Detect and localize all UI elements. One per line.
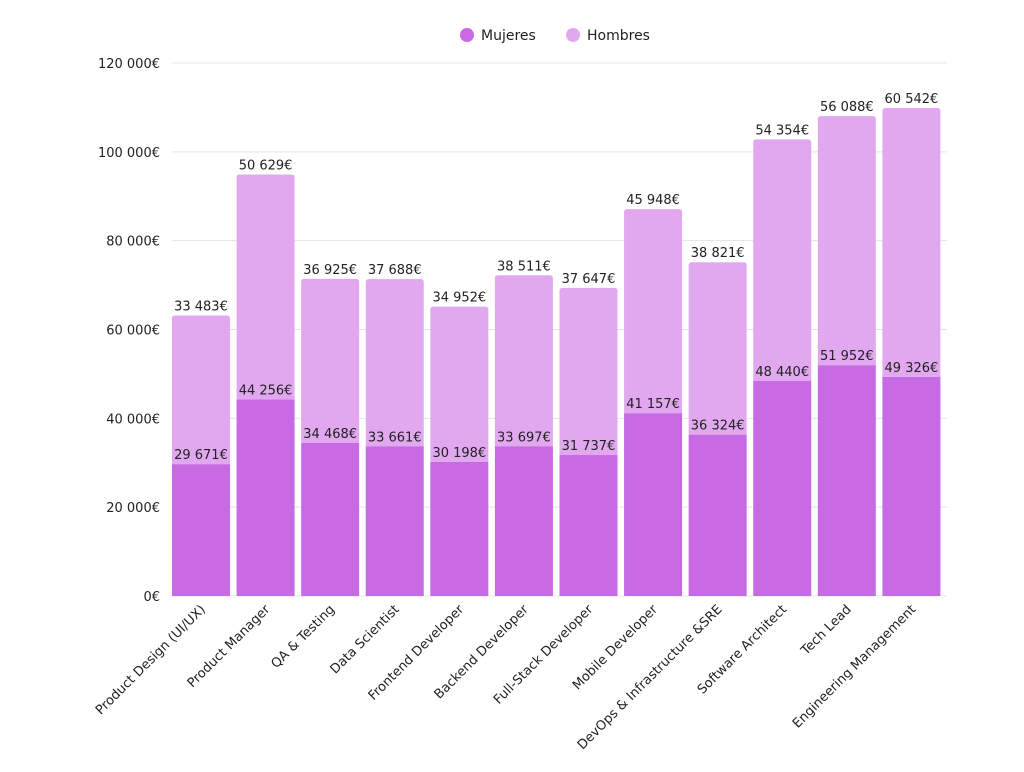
bar-mujeres [430, 461, 489, 596]
bar-mujeres [624, 413, 683, 596]
data-label-hombres: 34 952€ [432, 291, 486, 306]
y-tick-label: 40 000€ [106, 412, 160, 427]
data-label-hombres: 60 542€ [885, 92, 939, 107]
data-label-hombres: 33 483€ [174, 299, 228, 314]
legend: Mujeres Hombres [460, 28, 650, 44]
bar-hombres [688, 262, 747, 435]
data-label-mujeres: 51 952€ [820, 349, 874, 364]
bar-hombres [430, 306, 489, 462]
data-label-mujeres: 30 198€ [432, 446, 486, 461]
bar-hombres [171, 315, 230, 465]
bar-mujeres [753, 380, 812, 596]
data-label-mujeres: 48 440€ [755, 365, 809, 380]
bar-mujeres [494, 446, 553, 596]
data-label-mujeres: 33 661€ [368, 430, 422, 445]
bar-hombres [365, 279, 424, 447]
data-label-hombres: 54 354€ [755, 123, 809, 138]
bar-hombres [494, 275, 553, 447]
y-tick-label: 80 000€ [106, 235, 160, 250]
bar-mujeres [688, 434, 747, 596]
data-label-hombres: 56 088€ [820, 100, 874, 115]
x-tick-label: QA & Testing [269, 602, 338, 671]
legend-label-mujeres: Mujeres [481, 28, 536, 44]
data-label-hombres: 37 688€ [368, 263, 422, 278]
data-label-hombres: 50 629€ [239, 159, 293, 174]
bar-mujeres [236, 399, 295, 596]
legend-swatch-mujeres [460, 28, 474, 42]
data-label-mujeres: 44 256€ [239, 383, 293, 398]
bar-hombres [624, 209, 683, 414]
legend-label-hombres: Hombres [587, 28, 650, 44]
data-label-mujeres: 49 326€ [885, 361, 939, 376]
y-tick-label: 120 000€ [98, 57, 160, 72]
y-tick-label: 60 000€ [106, 324, 160, 339]
data-label-mujeres: 33 697€ [497, 430, 551, 445]
data-label-mujeres: 41 157€ [626, 397, 680, 412]
bar-mujeres [559, 455, 618, 596]
bar-hombres [753, 139, 812, 381]
data-label-mujeres: 29 671€ [174, 448, 228, 463]
x-tick-label: Tech Lead [798, 602, 855, 659]
bar-hombres [882, 108, 941, 377]
data-label-mujeres: 34 468€ [303, 427, 357, 442]
bar-mujeres [365, 446, 424, 596]
y-tick-label: 0€ [143, 590, 160, 605]
bar-mujeres [301, 442, 360, 596]
x-tick-label: Product Design (UI/UX) [93, 602, 209, 718]
bar-hombres [817, 116, 876, 366]
x-tick-label: Engineering Management [790, 602, 919, 731]
data-label-mujeres: 36 324€ [691, 419, 745, 434]
data-label-hombres: 36 925€ [303, 263, 357, 278]
x-tick-label: Data Scientist [328, 602, 403, 677]
y-tick-label: 100 000€ [98, 146, 160, 161]
data-label-hombres: 45 948€ [626, 193, 680, 208]
data-label-mujeres: 31 737€ [562, 439, 616, 454]
y-tick-label: 20 000€ [106, 501, 160, 516]
data-label-hombres: 38 511€ [497, 259, 551, 274]
bar-mujeres [882, 376, 941, 596]
legend-swatch-hombres [566, 28, 580, 42]
data-label-hombres: 38 821€ [691, 246, 745, 261]
bar-mujeres [171, 464, 230, 596]
bar-hombres [301, 278, 360, 443]
bar-mujeres [817, 365, 876, 596]
data-label-hombres: 37 647€ [562, 272, 616, 287]
bar-hombres [236, 174, 295, 400]
bar-hombres [559, 287, 618, 456]
